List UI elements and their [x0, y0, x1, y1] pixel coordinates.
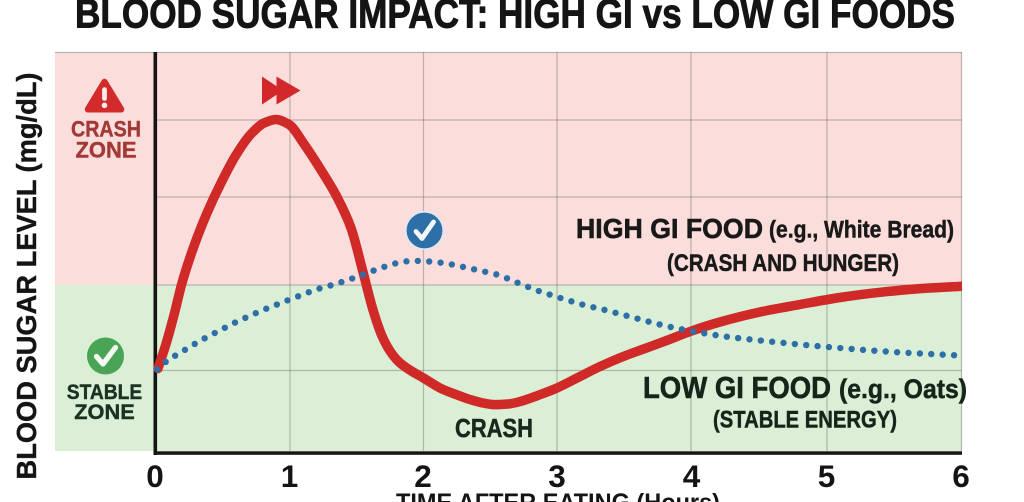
svg-text:STABLE: STABLE — [67, 380, 143, 404]
svg-text:HIGH GI FOOD: HIGH GI FOOD — [576, 213, 763, 244]
svg-text:BLOOD SUGAR IMPACT: HIGH GI vs: BLOOD SUGAR IMPACT: HIGH GI vs LOW GI FO… — [75, 0, 955, 37]
svg-text:3: 3 — [548, 458, 566, 494]
svg-text:(e.g., White Bread): (e.g., White Bread) — [769, 217, 954, 244]
svg-text:2: 2 — [414, 458, 432, 494]
svg-text:(CRASH AND HUNGER): (CRASH AND HUNGER) — [667, 250, 899, 277]
svg-text:BLOOD SUGAR LEVEL (mg/dL): BLOOD SUGAR LEVEL (mg/dL) — [11, 73, 42, 480]
svg-text:TIME AFTER EATING (Hours): TIME AFTER EATING (Hours) — [396, 489, 720, 502]
svg-text:4: 4 — [683, 458, 701, 494]
svg-text:1: 1 — [281, 458, 299, 494]
svg-text:ZONE: ZONE — [76, 138, 137, 163]
svg-text:6: 6 — [952, 458, 970, 494]
svg-text:ZONE: ZONE — [74, 400, 135, 424]
svg-text:5: 5 — [818, 458, 836, 494]
svg-text:0: 0 — [146, 458, 164, 494]
svg-text:CRASH: CRASH — [71, 117, 141, 142]
svg-text:CRASH: CRASH — [455, 413, 533, 443]
svg-text:(e.g., Oats): (e.g., Oats) — [839, 374, 967, 404]
svg-text:(STABLE ENERGY): (STABLE ENERGY) — [713, 407, 897, 434]
svg-text:LOW GI FOOD: LOW GI FOOD — [643, 370, 831, 405]
